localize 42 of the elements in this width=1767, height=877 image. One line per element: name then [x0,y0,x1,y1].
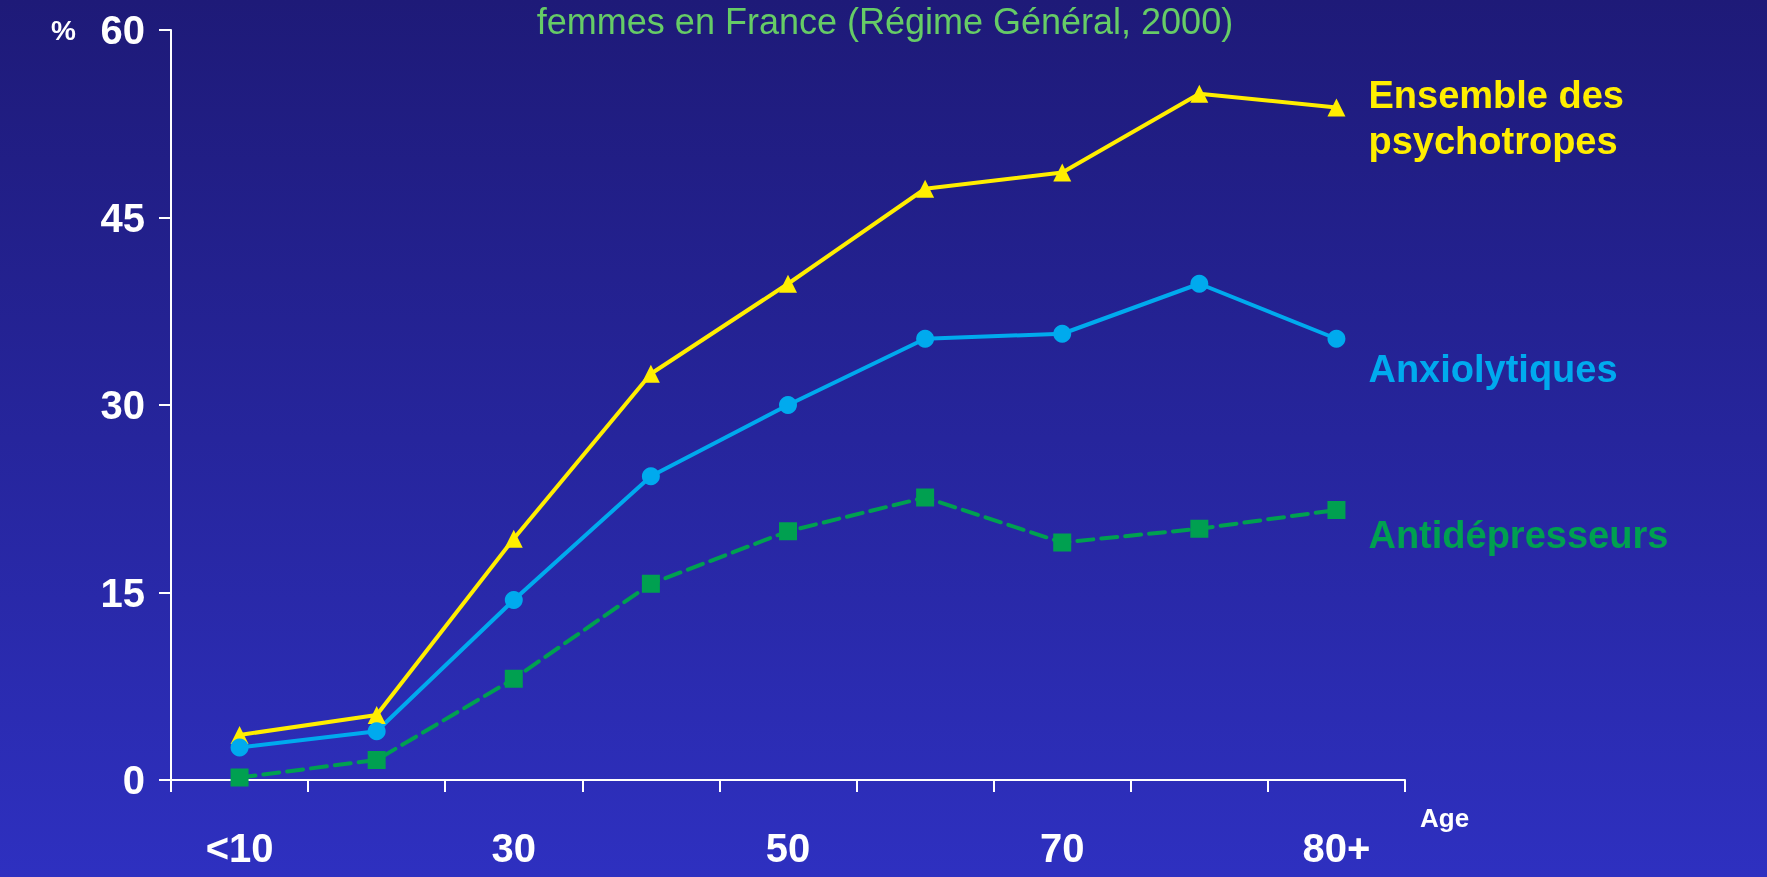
chart-title: femmes en France (Régime Général, 2000) [536,0,1234,42]
point [779,396,797,414]
point [1190,519,1209,538]
point [1327,329,1346,348]
point [641,467,660,486]
x-tick-label: 50 [765,826,811,870]
point [779,274,797,293]
point [641,364,660,383]
y-tick-label: 45 [100,195,145,240]
point [641,574,660,593]
point [1327,501,1346,519]
point [1327,98,1346,117]
point [367,722,386,741]
point [230,768,249,787]
point [1053,533,1072,552]
series-label: Anxiolytiques [1368,347,1618,390]
point [916,488,935,507]
point [1190,274,1209,293]
point [367,706,386,724]
point [779,522,797,541]
y-tick-label: 30 [100,383,145,427]
point [916,329,935,348]
y-axis-title: % [51,14,77,46]
series-label: Antidépresseurs [1368,514,1669,556]
point [504,529,523,548]
point [1053,163,1072,182]
x-tick-label: <10 [205,826,274,870]
point [230,738,249,757]
y-tick-label: 0 [122,758,145,802]
x-tick-label: 30 [491,826,537,870]
point [367,751,386,769]
x-tick-label: 80+ [1302,826,1371,870]
y-tick-label: 60 [100,8,145,52]
x-axis-title: Age [1420,803,1470,833]
point [504,591,523,609]
point [916,179,935,198]
x-tick-label: 70 [1039,826,1085,870]
y-tick-label: 15 [100,570,145,615]
series-label: Ensemble des psychotropes [1368,73,1635,162]
point [504,669,523,688]
point [1190,84,1209,103]
point [1053,324,1072,343]
